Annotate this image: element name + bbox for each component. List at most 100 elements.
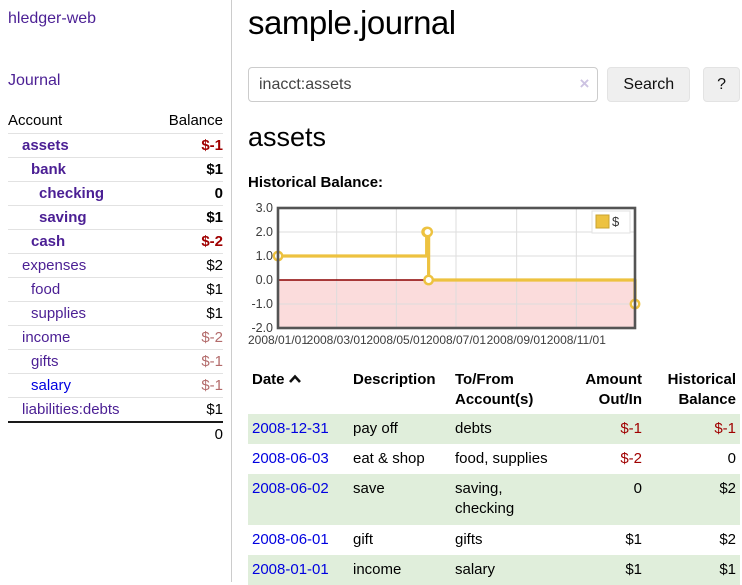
register-row: 2008-06-03 eat & shop food, supplies $-2… <box>248 444 740 474</box>
account-row: bank $1 <box>8 157 223 182</box>
transaction-date-link[interactable]: 2008-01-01 <box>252 560 329 578</box>
svg-text:-2.0: -2.0 <box>251 321 273 335</box>
transaction-balance: $2 <box>719 480 736 497</box>
register-header-amount: Amount Out/In <box>585 371 642 409</box>
svg-text:2008/03/01: 2008/03/01 <box>307 333 367 347</box>
account-link-expenses[interactable]: expenses <box>22 257 87 274</box>
account-link-liabilities-debts[interactable]: liabilities:debts <box>22 401 120 418</box>
svg-text:2008/07/01: 2008/07/01 <box>426 333 486 347</box>
account-row: liabilities:debts $1 <box>8 397 223 422</box>
account-link-checking[interactable]: checking <box>39 185 105 202</box>
account-balance: $1 <box>152 277 223 302</box>
account-link-supplies[interactable]: supplies <box>31 305 87 322</box>
account-balance: 0 <box>152 181 223 206</box>
register-row: 2008-06-01 gift gifts $1 $2 <box>248 525 740 555</box>
transaction-amount: $1 <box>625 560 642 578</box>
accounts-header-account: Account <box>8 112 63 129</box>
help-button[interactable]: ? <box>703 67 740 102</box>
account-balance: $2 <box>152 253 223 278</box>
register-header-row: Date Description To/From Account(s) Amou… <box>248 367 740 414</box>
account-balance: $1 <box>152 205 223 230</box>
transaction-balance: $-1 <box>714 419 736 437</box>
svg-text:2.0: 2.0 <box>256 225 273 239</box>
transaction-accounts: debts <box>455 419 492 437</box>
svg-text:1.0: 1.0 <box>256 249 273 263</box>
account-row: checking 0 <box>8 181 223 206</box>
app-title-link[interactable]: hledger-web <box>8 10 97 27</box>
accounts-header-balance: Balance <box>168 112 223 129</box>
accounts-total-row: 0 <box>8 421 223 446</box>
account-balance: $1 <box>152 397 223 422</box>
transaction-amount: $1 <box>625 530 642 548</box>
transaction-description: pay off <box>353 419 398 437</box>
account-balance: $1 <box>152 157 223 182</box>
account-row: salary $-1 <box>8 373 223 398</box>
sidebar-item-journal[interactable]: Journal <box>8 72 61 89</box>
transaction-date-link[interactable]: 2008-06-01 <box>252 530 329 548</box>
svg-text:2008/09/01: 2008/09/01 <box>487 333 547 347</box>
account-balance: $1 <box>152 301 223 326</box>
transaction-accounts: gifts <box>455 530 483 548</box>
account-balance: $-2 <box>152 229 223 254</box>
register-table: Date Description To/From Account(s) Amou… <box>248 367 740 585</box>
transaction-date-link[interactable]: 2008-12-31 <box>252 419 329 437</box>
account-row: expenses $2 <box>8 253 223 278</box>
account-row: assets $-1 <box>8 133 223 158</box>
account-link-gifts[interactable]: gifts <box>31 353 59 370</box>
historical-balance-chart: $3.0 2.0 1.0 0.0 -1.0 -2.0 2008/01/01 2008/03/0… <box>248 201 740 358</box>
accounts-header-row: Account Balance <box>8 108 223 134</box>
register-header-balance: Historical Balance <box>667 371 736 409</box>
register-header-accounts: To/From Account(s) <box>455 371 534 409</box>
account-row: gifts $-1 <box>8 349 223 374</box>
register-header-description: Description <box>353 371 436 388</box>
svg-text:$: $ <box>612 214 620 229</box>
chart-canvas: $3.0 2.0 1.0 0.0 -1.0 -2.02008/01/012008/03/0… <box>248 201 641 347</box>
account-link-salary[interactable]: salary <box>31 377 72 394</box>
transaction-description: income <box>353 560 402 578</box>
transaction-accounts: salary <box>455 560 496 578</box>
page-title: sample.journal <box>248 4 456 41</box>
account-row: supplies $1 <box>8 301 223 326</box>
account-link-cash[interactable]: cash <box>31 233 66 250</box>
transaction-balance: $1 <box>719 560 736 578</box>
transaction-date-link[interactable]: 2008-06-03 <box>252 449 329 467</box>
chart-heading: Historical Balance: <box>248 174 384 191</box>
account-link-saving[interactable]: saving <box>39 209 87 226</box>
accounts-total-balance: 0 <box>152 421 223 446</box>
register-row: 2008-01-01 income salary $1 $1 <box>248 554 740 585</box>
main-content: sample.journal × Search ? assets Histori… <box>248 0 740 585</box>
transaction-accounts: food, supplies <box>455 449 548 467</box>
transaction-accounts: saving, checking <box>455 480 515 518</box>
transaction-date-link[interactable]: 2008-06-02 <box>252 480 329 497</box>
register-row: 2008-06-02 save saving, checking 0 $2 <box>248 474 740 525</box>
account-heading: assets <box>248 122 327 152</box>
svg-text:-1.0: -1.0 <box>251 297 273 311</box>
svg-text:0.0: 0.0 <box>256 273 273 287</box>
account-row: saving $1 <box>8 205 223 230</box>
accounts-table: Account Balance assets $-1 bank $1 check… <box>8 108 223 446</box>
account-balance: $-1 <box>152 349 223 374</box>
register-header-date: Date <box>248 367 349 414</box>
account-link-income[interactable]: income <box>22 329 71 346</box>
search-input[interactable] <box>248 67 599 102</box>
transaction-description: eat & shop <box>353 449 425 467</box>
search-button[interactable]: Search <box>607 67 691 102</box>
register-row: 2008-12-31 pay off debts $-1 $-1 <box>248 413 740 444</box>
account-row: food $1 <box>8 277 223 302</box>
account-link-bank[interactable]: bank <box>31 161 67 178</box>
transaction-amount: $-1 <box>620 419 642 437</box>
account-row: cash $-2 <box>8 229 223 254</box>
account-balance: $-1 <box>152 133 223 158</box>
svg-text:2008/01/01: 2008/01/01 <box>248 333 308 347</box>
transaction-description: gift <box>353 530 374 548</box>
svg-text:3.0: 3.0 <box>256 203 273 215</box>
sidebar: hledger-web Journal Account Balance asse… <box>0 0 232 582</box>
transaction-balance: $2 <box>719 530 736 548</box>
sort-asc-icon <box>288 374 301 383</box>
account-link-food[interactable]: food <box>31 281 61 298</box>
transaction-balance: 0 <box>727 449 736 467</box>
svg-text:2008/11/01: 2008/11/01 <box>547 333 606 347</box>
account-link-assets[interactable]: assets <box>22 137 69 154</box>
svg-text:2008/05/01: 2008/05/01 <box>366 333 426 347</box>
clear-search-icon[interactable]: × <box>579 74 590 93</box>
